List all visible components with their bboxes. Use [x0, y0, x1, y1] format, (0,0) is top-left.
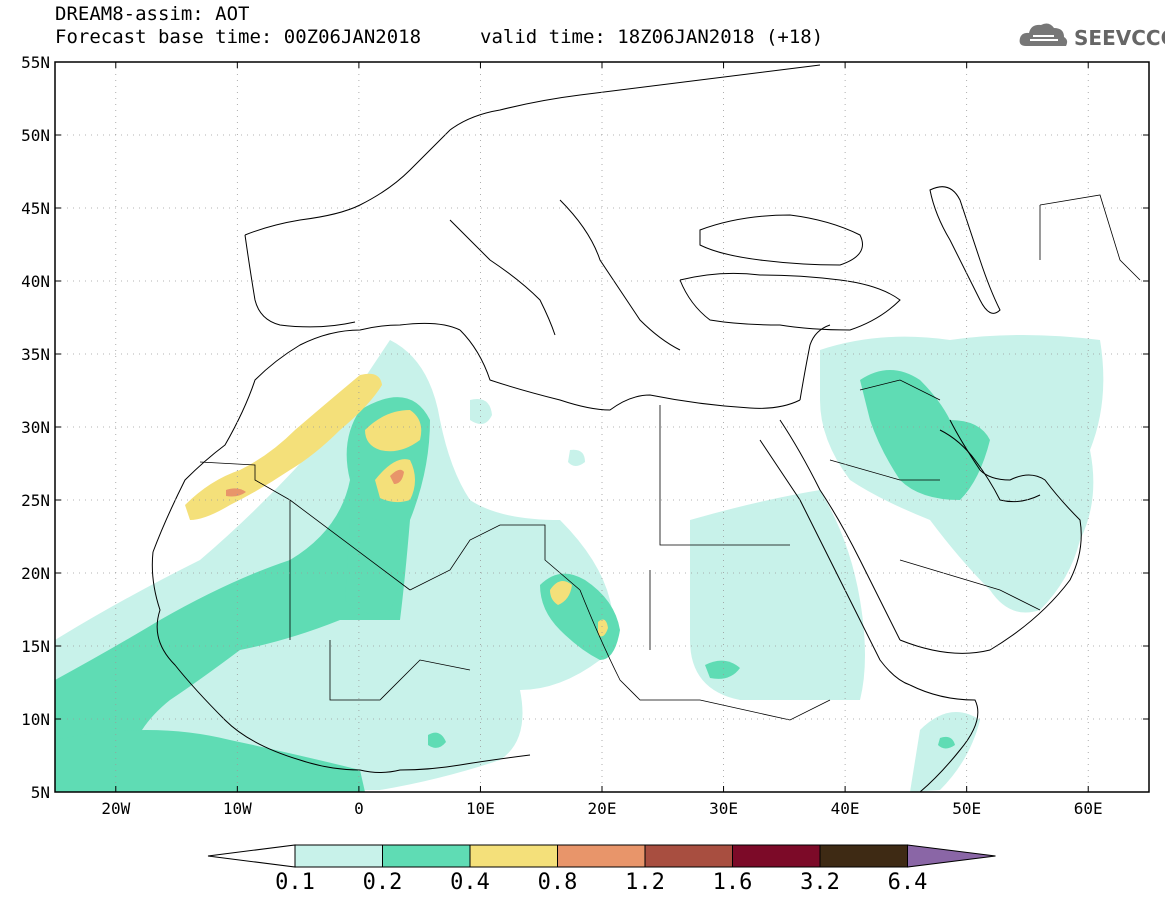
aot-field-light [55, 335, 1104, 792]
lat-tick-label: 35N [21, 345, 50, 364]
lat-tick-label: 45N [21, 199, 50, 218]
lon-tick-label: 10E [466, 799, 495, 818]
country-borders [199, 194, 1141, 721]
colorbar-level-label: 0.8 [537, 870, 578, 895]
lat-tick-label: 5N [31, 783, 50, 802]
lon-tick-label: 50E [952, 799, 981, 818]
colorbar-level-label: 0.2 [362, 870, 403, 895]
graticule [55, 62, 1149, 792]
map-title: DREAM8-assim: AOT [55, 3, 250, 25]
lat-tick-label: 55N [21, 53, 50, 72]
colorbar-level-label: 0.1 [275, 870, 315, 895]
colorbar-level-label: 3.2 [800, 870, 840, 895]
cloud-logo-icon [1019, 23, 1068, 46]
seevccc-logo: SEEVCCC [1016, 14, 1165, 54]
colorbar-segment [644, 844, 733, 868]
colorbar-segment [382, 844, 471, 868]
colorbar-segment [732, 844, 821, 868]
lat-tick-label: 15N [21, 637, 50, 656]
colorbar-segment [469, 844, 558, 868]
logo-text: SEEVCCC [1074, 26, 1165, 50]
colorbar [207, 844, 996, 868]
lat-tick-label: 25N [21, 491, 50, 510]
colorbar-segment [557, 844, 646, 868]
coastlines [151, 64, 1082, 792]
colorbar-segment [294, 844, 383, 868]
colorbar-level-label: 6.4 [887, 870, 928, 895]
colorbar-level-label: 1.6 [712, 870, 753, 895]
lat-tick-label: 50N [21, 126, 50, 145]
colorbar-level-label: 0.4 [450, 870, 490, 895]
lat-tick-label: 30N [21, 418, 50, 437]
lat-tick-label: 40N [21, 272, 50, 291]
lat-tick-label: 10N [21, 710, 50, 729]
lon-tick-label: 10W [223, 799, 252, 818]
lon-tick-label: 30E [709, 799, 738, 818]
lat-tick-label: 20N [21, 564, 50, 583]
axis-ticks: 5N 10N 15N 20N 25N 30N 35N 40N 45N 50N 55N 20W 10W 0 1… [21, 53, 1149, 818]
aot-field-peak [226, 469, 404, 497]
lon-tick-label: 40E [831, 799, 860, 818]
lon-tick-label: 20E [588, 799, 617, 818]
lon-tick-label: 20W [101, 799, 130, 818]
valid-time: valid time: 18Z06JAN2018 (+18) [480, 26, 824, 48]
colorbar-segment [819, 844, 908, 868]
colorbar-level-label: 1.2 [625, 870, 665, 895]
lon-tick-label: 0 [354, 799, 364, 818]
lon-tick-label: 60E [1074, 799, 1103, 818]
colorbar-under-triangle [207, 844, 296, 868]
forecast-base-time: Forecast base time: 00Z06JAN2018 [55, 26, 422, 48]
colorbar-over-triangle [907, 844, 996, 868]
aot-field-medium [55, 370, 990, 792]
